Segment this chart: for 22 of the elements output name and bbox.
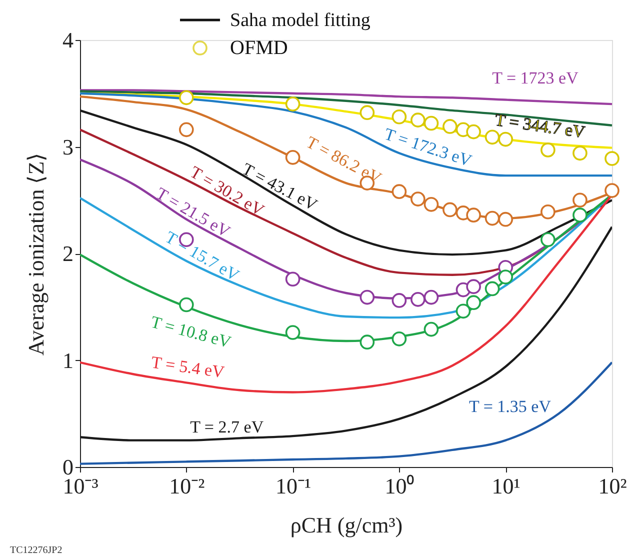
- series-label: T = 1.35 eV: [469, 397, 552, 416]
- text: T = 172.3 eV: [382, 124, 475, 171]
- text: T = 10.8 eV: [148, 312, 234, 352]
- x-tick-label: 10⁻¹: [275, 474, 312, 498]
- x-tick-label: 10⁻²: [169, 474, 206, 498]
- y-tick-label: 3: [62, 134, 74, 160]
- x-tick-label: 10¹: [492, 474, 520, 498]
- text: TC12276JP2: [10, 545, 62, 556]
- x-tick-label: 10⁰: [384, 474, 415, 498]
- y-tick-label: 2: [62, 241, 74, 266]
- series-label: T = 1723 eV: [492, 68, 580, 88]
- text: T = 5.4 eV: [150, 352, 226, 382]
- y-axis-title: Average ionization ⟨Z⟩: [24, 152, 48, 356]
- y-tick-label: 1: [62, 348, 74, 373]
- text: T = 344.7 eV: [494, 110, 587, 142]
- text: Saha model fitting: [230, 10, 371, 31]
- y-tick-label: 4: [62, 28, 74, 52]
- x-tick-label: 10²: [598, 474, 628, 498]
- x-axis-title: ρCH (g/cm³): [290, 512, 403, 538]
- legend-label: OFMD: [230, 37, 288, 59]
- series-label: T = 2.7 eV: [190, 418, 264, 437]
- line-series: [80, 89, 612, 106]
